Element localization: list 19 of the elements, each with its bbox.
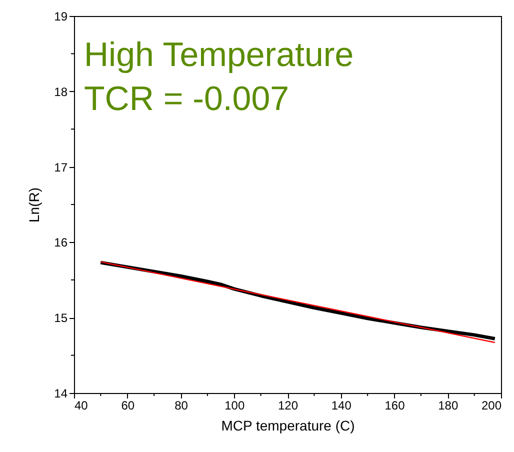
annotation: High Temperature <box>84 36 354 74</box>
x-tick-label: 100 <box>224 398 245 412</box>
x-tick-label: 160 <box>384 398 406 412</box>
y-tick-label: 14 <box>54 386 68 400</box>
x-tick-label: 80 <box>174 398 188 412</box>
y-tick-label: 19 <box>54 10 68 24</box>
y-axis-title: Ln(R) <box>26 187 42 223</box>
x-tick-label: 140 <box>331 398 352 412</box>
x-tick-label: 180 <box>438 398 458 412</box>
y-tick-label: 18 <box>54 84 68 99</box>
x-axis-title: MCP temperature (C) <box>221 418 355 434</box>
x-tick-label: 60 <box>121 398 135 412</box>
x-tick-label: 40 <box>74 398 88 412</box>
y-tick-label: 17 <box>54 160 68 174</box>
y-tick-label: 15 <box>54 311 68 326</box>
annotation: TCR = -0.007 <box>84 80 290 118</box>
x-tick-label: 200 <box>481 398 502 412</box>
x-tick-label: 120 <box>278 398 298 412</box>
y-tick-label: 16 <box>54 236 68 250</box>
